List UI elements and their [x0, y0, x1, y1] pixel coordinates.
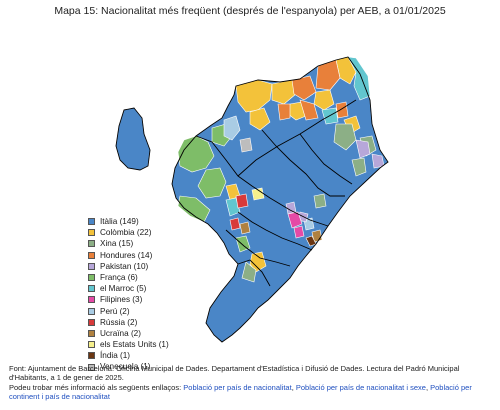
- area-russia-1: [235, 193, 249, 209]
- legend-swatch: [88, 218, 95, 226]
- area-estats-units: [251, 187, 265, 201]
- link-poblacio-nacionalitat-sexe[interactable]: Població per país de nacionalitat i sexe: [295, 382, 426, 392]
- area-venecuela: [239, 137, 253, 153]
- area-xina-3: [351, 157, 367, 177]
- legend-swatch: [88, 262, 95, 270]
- legend-swatch: [88, 329, 95, 337]
- source-text: Font: Ajuntament de Barcelona. Oficina M…: [9, 364, 460, 383]
- link-poblacio-continent[interactable]: Població per continent i país de naciona…: [9, 382, 472, 402]
- area-peru-1: [223, 115, 241, 141]
- legend-label: Hondures (14): [100, 250, 153, 260]
- legend-item: Perú (2): [88, 306, 169, 317]
- legend-label: Índia (1): [100, 351, 131, 361]
- area-marroc-1: [347, 56, 371, 101]
- legend-swatch: [88, 318, 95, 326]
- legend-item: Itàlia (149): [88, 216, 169, 227]
- more-info-text: Podeu trobar més informació als següents…: [9, 382, 182, 392]
- area-xina-4: [241, 261, 257, 283]
- legend-item: Veneçuela (1): [88, 361, 169, 372]
- legend-item: Filipines (3): [88, 294, 169, 305]
- area-xina-5: [313, 193, 327, 209]
- area-marroc-3: [225, 197, 241, 217]
- legend-swatch: [88, 251, 95, 259]
- area-pakistan-2: [371, 153, 385, 169]
- area-hondures-2: [299, 99, 319, 121]
- map-title: Mapa 15: Nacionalitat més freqüent (desp…: [54, 5, 446, 17]
- legend-item: Hondures (14): [88, 250, 169, 261]
- area-franca-2: [197, 167, 227, 199]
- link-poblacio-nacionalitat[interactable]: Població per país de nacionalitat: [183, 382, 292, 392]
- area-colombia-1: [235, 79, 273, 113]
- link-separator-2: ,: [425, 382, 431, 392]
- legend-label: Colòmbia (22): [100, 228, 152, 238]
- legend-label: Ucraïna (2): [100, 328, 141, 338]
- legend-swatch: [88, 296, 95, 304]
- area-hondures-1: [291, 75, 317, 101]
- legend-label: Rússia (2): [100, 317, 138, 327]
- legend-label: Itàlia (149): [100, 217, 139, 226]
- legend-label: el Marroc (5): [100, 284, 147, 294]
- legend-item: Ucraïna (2): [88, 328, 169, 339]
- map-footer: Font: Ajuntament de Barcelona. Oficina M…: [9, 364, 494, 402]
- area-xina-1: [333, 123, 357, 151]
- legend-swatch: [88, 307, 95, 315]
- legend-item: el Marroc (5): [88, 283, 169, 294]
- legend-swatch: [88, 240, 95, 248]
- legend-label: Veneçuela (1): [100, 362, 151, 372]
- legend-label: Perú (2): [100, 306, 130, 316]
- district-borders: [115, 56, 389, 343]
- legend-label: França (6): [100, 272, 138, 282]
- legend-item: Colòmbia (22): [88, 227, 169, 238]
- legend-item: Xina (15): [88, 238, 169, 249]
- area-pakistan-3: [285, 201, 297, 215]
- legend-item: Pakistan (10): [88, 261, 169, 272]
- area-pakistan-1: [355, 139, 371, 159]
- legend-item: França (6): [88, 272, 169, 283]
- area-colombia-3: [249, 107, 271, 131]
- legend-swatch: [88, 274, 95, 282]
- legend-swatch: [88, 229, 95, 237]
- legend-swatch: [88, 341, 95, 349]
- legend-swatch: [88, 352, 95, 360]
- area-russia-2: [229, 217, 241, 231]
- area-colombia-4: [313, 89, 335, 111]
- aeb-areas: [177, 56, 385, 283]
- legend-label: Filipines (3): [100, 295, 143, 305]
- legend-label: Pakistan (10): [100, 261, 149, 271]
- legend-label: els Estats Units (1): [100, 340, 169, 350]
- legend-label: Xina (15): [100, 239, 134, 249]
- legend-swatch: [88, 363, 95, 371]
- map-legend: Itàlia (149) Colòmbia (22) Xina (15) Hondur…: [88, 216, 169, 373]
- area-hondures-4: [277, 103, 291, 121]
- more-info-line: Podeu trobar més informació als següents…: [9, 383, 494, 402]
- legend-swatch: [88, 285, 95, 293]
- legend-item: Rússia (2): [88, 317, 169, 328]
- area-hondures-5: [335, 101, 349, 119]
- legend-item: els Estats Units (1): [88, 339, 169, 350]
- area-franca-1: [177, 135, 215, 173]
- legend-item: Índia (1): [88, 350, 169, 361]
- area-ucraina-1: [239, 221, 251, 235]
- area-colombia-8: [249, 251, 267, 273]
- link-separator-1: ,: [291, 382, 296, 392]
- area-filipines-2: [293, 225, 305, 239]
